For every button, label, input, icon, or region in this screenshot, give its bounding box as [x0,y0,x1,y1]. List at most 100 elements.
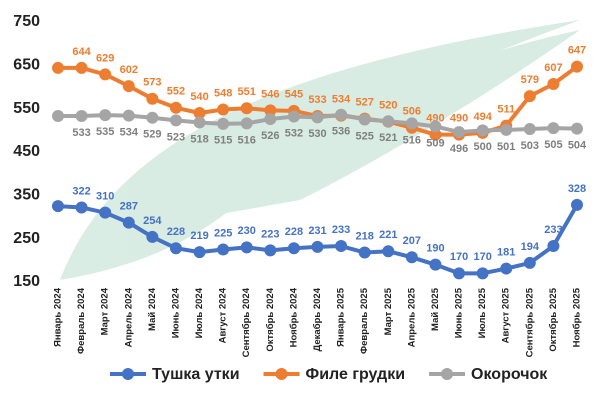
point [429,120,442,133]
point [264,113,277,126]
legend-item: Окорочок [429,366,548,383]
point [240,117,253,130]
data-label: 548 [214,87,232,99]
x-tick-label: Август 2024 [218,287,229,343]
data-label: 533 [72,127,90,139]
data-label: 505 [544,139,562,151]
data-label: 516 [238,134,256,146]
data-label: 328 [568,183,586,195]
point [287,110,300,123]
data-label: 509 [426,137,444,149]
point [264,244,277,257]
data-label: 501 [497,141,515,153]
point [240,241,253,254]
point [193,246,206,259]
x-tick-label: Февраль 2025 [359,287,370,354]
point [453,267,466,280]
data-label: 322 [72,185,90,197]
data-label: 506 [403,106,421,118]
y-tick-label: 550 [13,100,40,117]
data-label: 534 [332,94,351,106]
point [358,246,371,259]
point [523,90,536,103]
data-label: 546 [261,88,279,100]
x-tick-label: Август 2025 [501,287,512,343]
data-label: 523 [167,131,185,143]
x-tick-label: Апрель 2024 [123,287,134,347]
point [122,216,135,229]
data-label: 607 [544,62,562,74]
point [311,240,324,253]
point [429,128,442,141]
legend-label: Филе грудки [306,366,406,383]
point [405,117,418,130]
x-tick-label: Январь 2024 [53,287,64,347]
point [169,242,182,255]
legend-marker [122,368,134,380]
data-label: 540 [190,91,208,103]
point [523,256,536,269]
data-label: 218 [356,230,374,242]
point [382,115,395,128]
point [169,114,182,127]
x-tick-label: Декабрь 2024 [312,287,323,351]
point [122,109,135,122]
point [571,122,583,135]
data-label: 494 [473,111,492,123]
point [335,240,348,253]
data-label: 190 [426,243,444,255]
legend-marker [441,368,454,380]
data-label: 500 [473,141,491,153]
data-label: 552 [167,86,185,98]
point [287,242,300,255]
x-tick-label: Июль 2024 [194,287,205,338]
data-label: 310 [96,191,114,203]
legend-marker [275,368,288,380]
point [193,116,206,129]
point [523,123,536,136]
point [99,68,112,81]
data-label: 233 [332,224,350,236]
x-tick-label: Сентябрь 2025 [524,287,535,357]
x-tick-label: Июнь 2024 [170,287,181,338]
point [146,111,159,124]
data-label: 529 [143,129,161,141]
data-label: 170 [450,251,468,263]
data-label: 647 [568,45,586,57]
x-tick-label: Октябрь 2024 [265,287,276,351]
point [453,126,466,139]
point [52,110,64,123]
data-label: 520 [379,100,397,112]
data-label: 254 [143,215,162,227]
point [169,101,182,114]
data-label: 207 [403,235,421,247]
data-label: 228 [285,226,303,238]
point [193,107,206,119]
data-label: 579 [521,74,539,86]
y-tick-label: 450 [13,143,40,160]
data-label: 181 [497,246,515,258]
data-label: 221 [379,229,397,241]
point [476,124,489,137]
point [571,198,583,211]
data-label: 518 [190,133,208,145]
point [217,243,230,256]
point [547,77,560,90]
x-tick-label: Ноябрь 2025 [572,287,583,347]
legend-item: Тушка утки [110,366,240,383]
data-label: 231 [308,225,326,237]
x-tick-label: Июль 2025 [477,287,488,338]
data-label: 490 [426,113,444,125]
x-tick-label: Март 2024 [100,287,111,335]
point [476,267,489,280]
point [75,110,88,123]
data-label: 551 [238,86,256,98]
point [500,262,513,275]
data-label: 230 [238,225,256,237]
data-label: 526 [261,130,279,142]
data-label: 496 [450,143,468,155]
x-tick-label: Июнь 2025 [454,287,465,338]
data-label: 287 [120,201,138,213]
point [75,201,88,214]
